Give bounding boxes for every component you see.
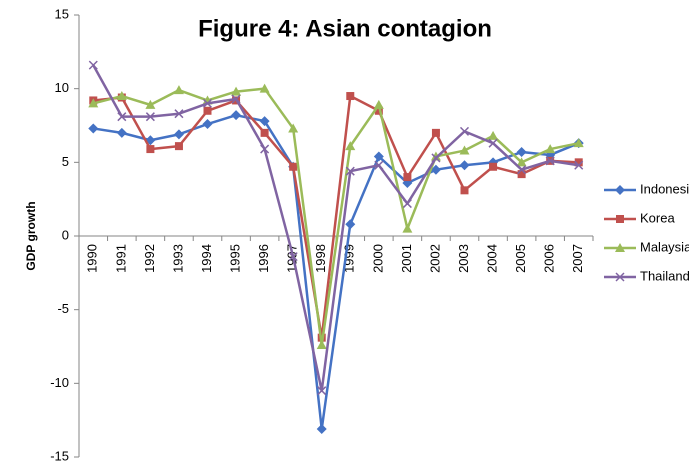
data-point bbox=[431, 153, 441, 163]
x-tick-label: 1991 bbox=[113, 244, 128, 273]
x-tick-label: 1995 bbox=[227, 244, 242, 273]
legend-label: Malaysia bbox=[640, 239, 689, 254]
y-tick-label: 0 bbox=[62, 227, 69, 242]
data-point bbox=[174, 109, 184, 119]
data-point bbox=[288, 252, 298, 262]
data-point bbox=[203, 106, 212, 115]
data-point bbox=[459, 126, 470, 136]
legend-marker bbox=[616, 215, 624, 223]
data-point bbox=[88, 98, 99, 108]
y-tick-label: 5 bbox=[62, 154, 69, 169]
data-point bbox=[459, 160, 470, 171]
data-point bbox=[402, 199, 412, 209]
data-point bbox=[173, 129, 184, 140]
data-point bbox=[231, 86, 242, 96]
x-tick-label: 1993 bbox=[170, 244, 185, 273]
x-tick-label: 2005 bbox=[513, 244, 528, 273]
data-point bbox=[516, 157, 527, 167]
legend-label: Korea bbox=[640, 210, 675, 225]
data-point bbox=[88, 123, 99, 134]
data-point bbox=[146, 145, 155, 154]
legend-label: Indonesia bbox=[640, 181, 689, 196]
data-point bbox=[374, 160, 384, 170]
data-point bbox=[373, 151, 384, 162]
data-point bbox=[317, 386, 327, 396]
series-line bbox=[92, 64, 579, 392]
data-point bbox=[517, 165, 527, 175]
data-point bbox=[345, 219, 356, 230]
y-tick-label: 10 bbox=[55, 80, 69, 95]
x-tick-label: 1992 bbox=[142, 244, 157, 273]
x-tick-label: 2006 bbox=[542, 244, 557, 273]
data-point bbox=[545, 156, 555, 166]
data-point bbox=[259, 116, 270, 127]
data-point bbox=[573, 138, 584, 148]
data-point bbox=[373, 99, 384, 109]
series-line bbox=[93, 94, 579, 339]
data-point bbox=[346, 92, 355, 101]
x-tick-label: 2000 bbox=[370, 244, 385, 273]
x-tick-label: 2004 bbox=[484, 244, 499, 273]
x-tick-label: 2007 bbox=[570, 244, 585, 273]
x-tick-label: 1998 bbox=[313, 244, 328, 273]
x-tick-label: 1996 bbox=[256, 244, 271, 273]
series-line bbox=[93, 113, 580, 431]
legend-label: Thailand bbox=[640, 268, 689, 283]
chart-title: Figure 4: Asian contagion bbox=[198, 15, 492, 42]
x-tick-label: 1990 bbox=[85, 244, 100, 273]
y-tick-label: -15 bbox=[50, 448, 69, 463]
data-point bbox=[574, 160, 584, 170]
data-point bbox=[260, 128, 269, 137]
data-point bbox=[345, 166, 355, 176]
data-point bbox=[431, 128, 440, 137]
data-point bbox=[374, 106, 383, 115]
data-point bbox=[116, 91, 127, 101]
y-tick-label: -5 bbox=[57, 301, 69, 316]
y-tick-label: 15 bbox=[55, 6, 69, 21]
data-point bbox=[316, 424, 327, 435]
legend-marker bbox=[615, 272, 625, 282]
data-point bbox=[517, 170, 526, 179]
data-point bbox=[316, 340, 327, 350]
data-point bbox=[430, 164, 441, 175]
data-point bbox=[403, 173, 412, 182]
data-point bbox=[202, 119, 213, 130]
data-point bbox=[488, 138, 498, 148]
data-point bbox=[288, 123, 299, 133]
data-point bbox=[516, 147, 527, 158]
data-point bbox=[88, 60, 98, 70]
data-point bbox=[231, 110, 242, 121]
data-point bbox=[289, 162, 298, 171]
data-point bbox=[574, 158, 583, 167]
series-line bbox=[92, 87, 579, 347]
x-tick-label: 1994 bbox=[199, 244, 214, 273]
y-axis-label: GDP growth bbox=[24, 201, 38, 270]
data-point bbox=[145, 112, 155, 122]
data-point bbox=[259, 83, 270, 93]
x-tick-label: 2002 bbox=[427, 244, 442, 273]
legend-marker bbox=[615, 243, 625, 252]
legend-marker bbox=[615, 185, 625, 195]
data-point bbox=[231, 94, 241, 104]
x-tick-label: 2001 bbox=[399, 244, 414, 273]
data-point bbox=[145, 99, 156, 109]
data-point bbox=[116, 127, 127, 138]
data-point bbox=[489, 162, 498, 171]
x-tick-label: 2003 bbox=[456, 244, 471, 273]
data-point bbox=[488, 130, 499, 140]
data-point bbox=[173, 85, 184, 95]
data-point bbox=[260, 144, 270, 154]
data-point bbox=[117, 112, 127, 122]
data-point bbox=[459, 145, 470, 155]
data-point bbox=[402, 223, 413, 233]
data-point bbox=[345, 141, 356, 151]
data-point bbox=[545, 144, 556, 154]
data-point bbox=[430, 151, 441, 161]
y-tick-label: -10 bbox=[50, 375, 69, 390]
data-point bbox=[174, 142, 183, 151]
data-point bbox=[460, 186, 469, 195]
data-point bbox=[202, 98, 213, 108]
